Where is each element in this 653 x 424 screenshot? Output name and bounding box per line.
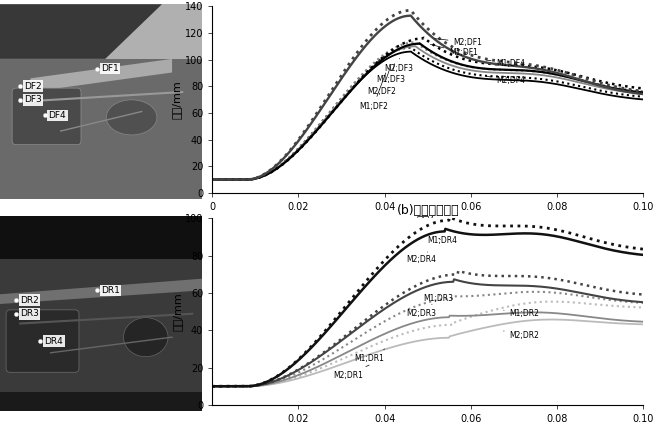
Text: M1;DR3: M1;DR3 <box>423 294 453 303</box>
Ellipse shape <box>106 100 157 135</box>
Text: DR1: DR1 <box>101 286 120 295</box>
Text: M2;DF4: M2;DF4 <box>486 76 526 86</box>
Polygon shape <box>0 259 202 392</box>
Text: M1;DR2: M1;DR2 <box>503 309 539 318</box>
Text: DF2: DF2 <box>24 82 42 91</box>
Text: DF3: DF3 <box>24 95 42 104</box>
FancyBboxPatch shape <box>0 216 202 259</box>
Text: M2;DF1: M2;DF1 <box>435 38 483 47</box>
Text: M1;DF4: M1;DF4 <box>486 59 526 68</box>
Text: M2;DR1: M2;DR1 <box>333 365 369 379</box>
Text: M2;DF2: M2;DF2 <box>368 67 396 96</box>
Text: M1;DR4: M1;DR4 <box>428 236 458 245</box>
Y-axis label: 位移/mm: 位移/mm <box>172 80 182 119</box>
Polygon shape <box>0 59 202 199</box>
FancyBboxPatch shape <box>6 310 79 372</box>
Text: M2;DR3: M2;DR3 <box>406 304 436 318</box>
Polygon shape <box>0 4 162 59</box>
Text: M1;DF3: M1;DF3 <box>376 64 405 84</box>
Text: DF1: DF1 <box>101 64 119 73</box>
Text: M1;DR1: M1;DR1 <box>355 349 385 363</box>
Text: DR2: DR2 <box>20 296 39 304</box>
Ellipse shape <box>123 318 168 357</box>
X-axis label: 时间/s: 时间/s <box>417 215 439 225</box>
Text: DR4: DR4 <box>44 337 63 346</box>
FancyBboxPatch shape <box>12 88 81 145</box>
Y-axis label: 位移/mm: 位移/mm <box>172 292 182 331</box>
FancyBboxPatch shape <box>0 4 202 199</box>
Text: M2;DR2: M2;DR2 <box>503 331 539 340</box>
Text: DR3: DR3 <box>20 309 39 318</box>
Text: M2;DF3: M2;DF3 <box>385 59 413 73</box>
FancyBboxPatch shape <box>0 216 202 411</box>
Text: M1;DF1: M1;DF1 <box>430 45 478 58</box>
Polygon shape <box>30 59 172 92</box>
Text: M2;DR4: M2;DR4 <box>406 252 436 264</box>
Text: (b)前车门侵入量: (b)前车门侵入量 <box>396 204 459 218</box>
Polygon shape <box>0 279 202 304</box>
Text: DF4: DF4 <box>48 111 66 120</box>
Text: M1;DF2: M1;DF2 <box>358 73 388 111</box>
